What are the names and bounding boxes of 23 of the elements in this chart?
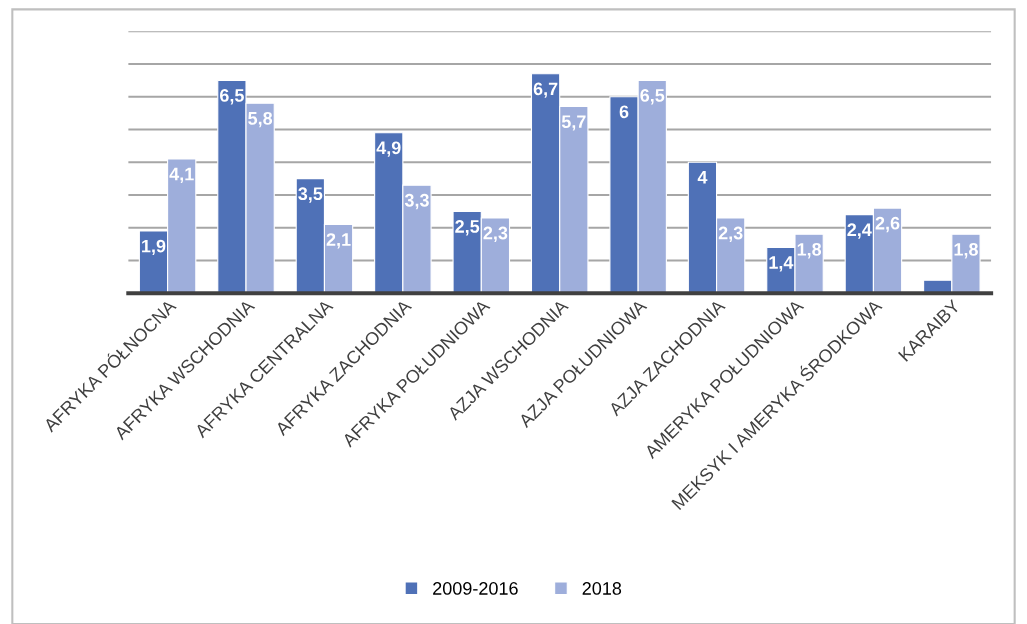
data-label: 5,7 [561,115,586,131]
data-label: 6,7 [533,82,558,98]
data-label: 4,1 [169,167,194,184]
data-label: 1,8 [797,242,822,259]
data-label: 5,8 [248,111,273,128]
legend-label: 2018 [582,582,622,595]
data-label: 2,6 [875,216,900,233]
data-label: 2,4 [847,223,872,239]
data-label: 4,9 [376,141,401,157]
data-label: 2,3 [718,226,743,242]
data-label: 6,5 [640,89,665,105]
data-label: 2,1 [326,233,351,249]
data-label: 4 [697,171,708,184]
data-label: 1,9 [142,239,166,256]
data-label: 3,5 [298,187,323,203]
data-label: 1,4 [769,256,794,272]
data-label: 2,5 [455,220,480,236]
data-label: 1,8 [954,242,978,259]
legend-label: 2009-2016 [433,582,518,595]
data-label: 3,3 [404,193,429,210]
data-label: 2,3 [483,226,508,242]
data-label: 6 [619,105,629,119]
data-label: 6,5 [220,89,244,105]
